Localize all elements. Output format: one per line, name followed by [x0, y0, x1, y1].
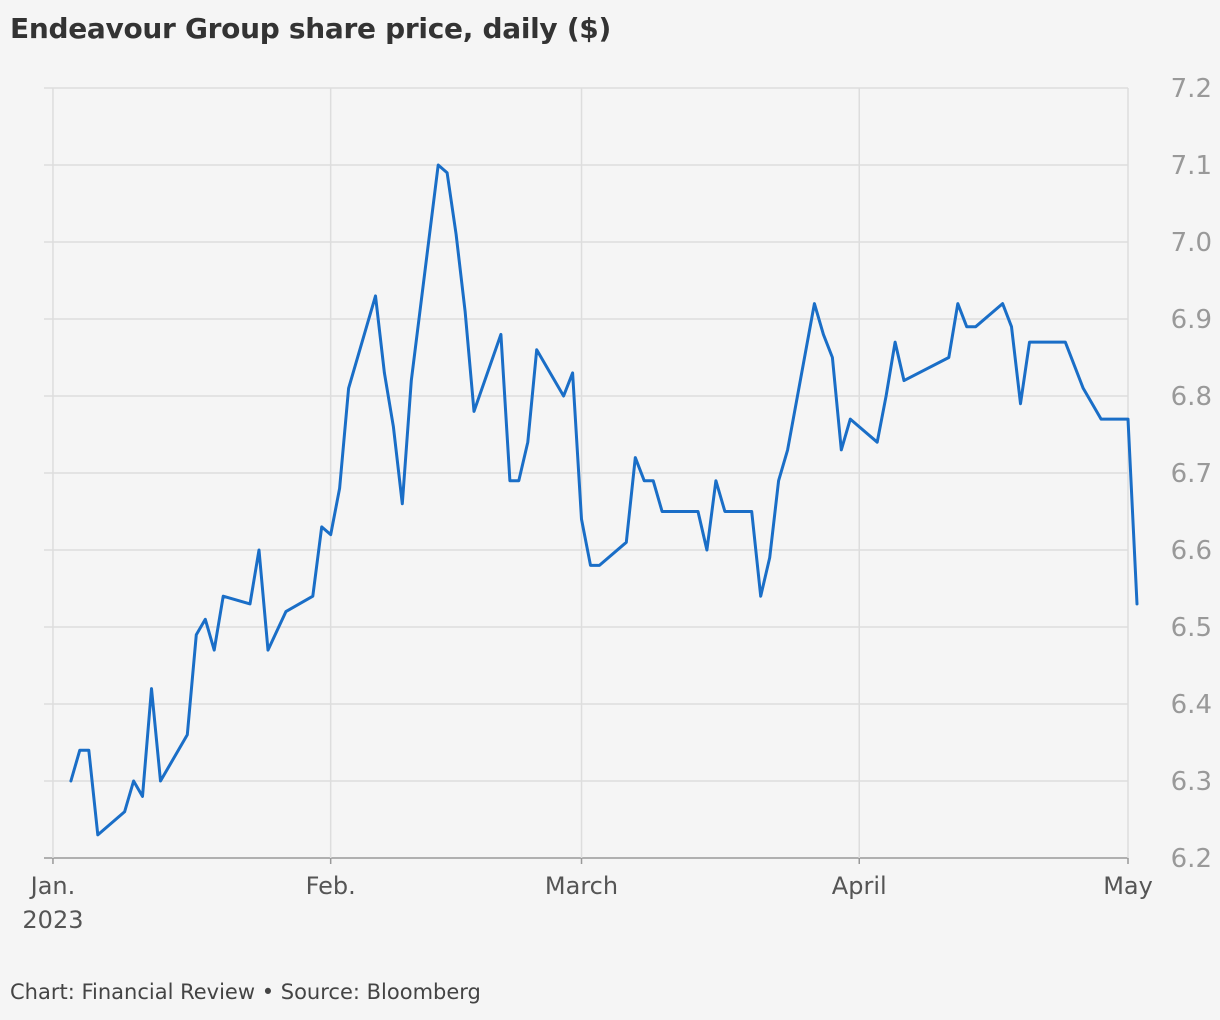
y-tick-label: 7.1	[1171, 151, 1212, 181]
y-tick-label: 6.6	[1171, 536, 1212, 566]
chart-title: Endeavour Group share price, daily ($)	[10, 12, 611, 45]
chart-credit: Chart: Financial Review • Source: Bloomb…	[10, 980, 481, 1004]
x-tick-label: March	[545, 872, 618, 900]
vertical-gridlines	[52, 88, 1129, 864]
horizontal-gridlines	[44, 87, 1128, 859]
y-tick-label: 7.0	[1171, 228, 1212, 258]
x-tick-label: Jan.	[29, 872, 76, 900]
y-tick-label: 6.2	[1171, 844, 1212, 874]
x-tick-label: May	[1103, 872, 1153, 900]
y-tick-label: 6.7	[1171, 459, 1212, 489]
y-tick-label: 6.9	[1171, 305, 1212, 335]
y-tick-label: 6.4	[1171, 690, 1212, 720]
x-tick-label: Feb.	[306, 872, 356, 900]
y-tick-label: 6.5	[1171, 613, 1212, 643]
y-axis-tick-labels: 6.2 6.3 6.4 6.5 6.6 6.7 6.8 6.9 7.0 7.1 7.2	[1171, 74, 1212, 874]
y-tick-label: 6.3	[1171, 767, 1212, 797]
y-tick-label: 7.2	[1171, 74, 1212, 104]
x-tick-label: April	[832, 872, 887, 900]
x-axis-tick-labels: Jan. 2023 Feb. March April May	[22, 872, 1152, 934]
y-tick-label: 6.8	[1171, 382, 1212, 412]
x-tick-sublabel: 2023	[22, 906, 83, 934]
price-series	[69, 163, 1139, 837]
series-line	[69, 163, 1139, 837]
